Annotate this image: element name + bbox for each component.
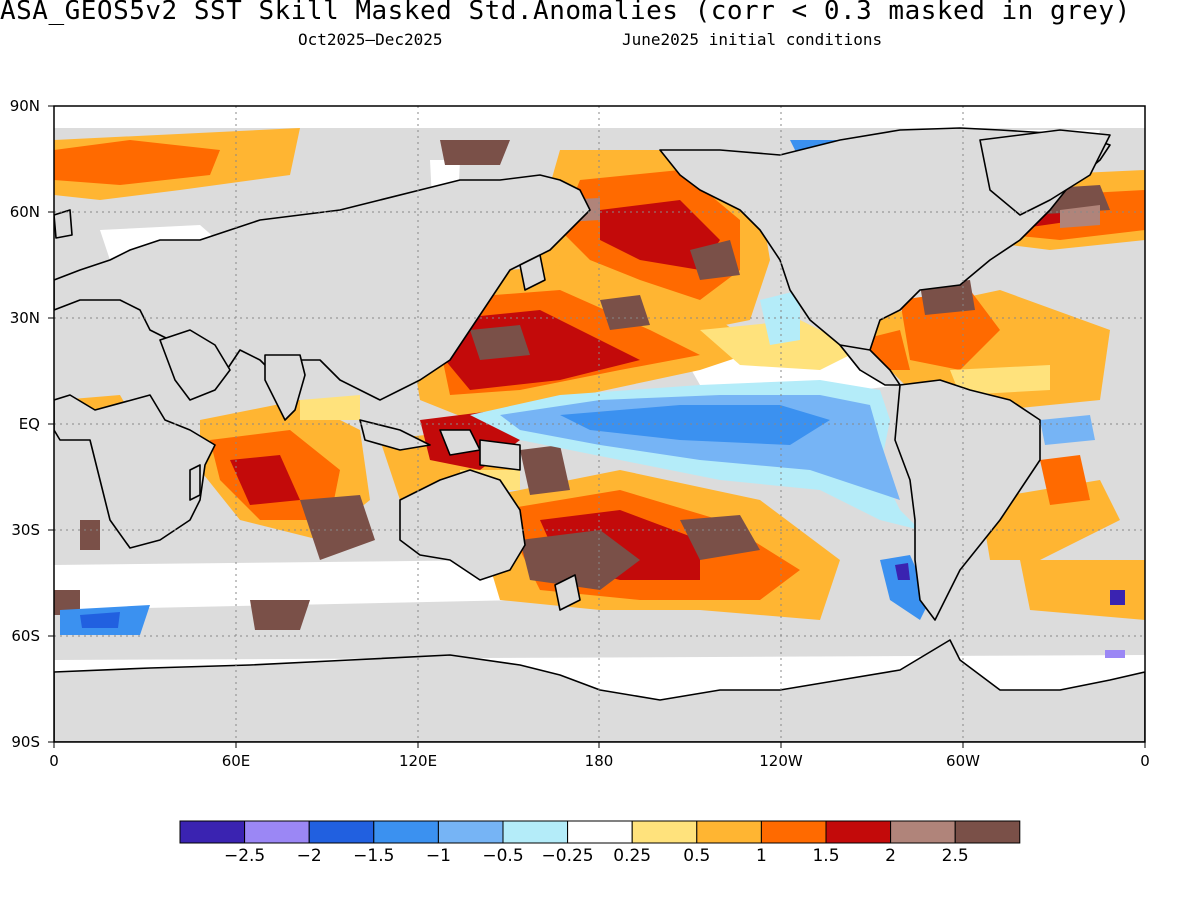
lon-tick-label: 60E xyxy=(222,752,251,770)
chart-title: ASA_GEOS5v2 SST Skill Masked Std.Anomali… xyxy=(0,0,1131,26)
colorbar-swatch xyxy=(631,820,698,844)
colorbar-swatch xyxy=(244,820,310,844)
lon-tick-label: 60W xyxy=(946,752,980,770)
warm-anomalies-brown xyxy=(54,140,1110,630)
colorbar-label: −1 xyxy=(426,846,451,866)
land-masses xyxy=(54,127,1145,742)
colorbar-swatch xyxy=(954,820,1021,844)
lon-tick-label: 120E xyxy=(399,752,437,770)
lon-tick-label: 120W xyxy=(759,752,803,770)
longitude-axis xyxy=(53,742,1146,748)
lat-tick-label: EQ xyxy=(19,415,40,433)
lat-tick-label: 90N xyxy=(10,97,40,115)
lon-tick-label: 180 xyxy=(585,752,614,770)
colorbar-swatch xyxy=(502,820,569,844)
lat-tick-label: 90S xyxy=(11,733,40,751)
colorbar-label: 1.5 xyxy=(812,846,839,866)
colorbar-swatch xyxy=(890,820,956,844)
lat-tick-label: 30N xyxy=(10,309,40,327)
colorbar-label: −0.5 xyxy=(482,846,523,866)
colorbar-swatch xyxy=(179,820,246,844)
madagascar xyxy=(189,464,201,501)
colorbar-label: 0.5 xyxy=(683,846,710,866)
colorbar-label: 0.25 xyxy=(613,846,651,866)
colorbar-swatch xyxy=(567,820,633,844)
colorbar-label: 2 xyxy=(885,846,896,866)
colorbar-label: −0.25 xyxy=(542,846,594,866)
greenland xyxy=(979,129,1111,216)
colorbar-swatch xyxy=(437,820,504,844)
colorbar-swatch xyxy=(760,820,827,844)
lon-tick-label: 0 xyxy=(1140,752,1150,770)
japan xyxy=(519,254,546,291)
india xyxy=(264,354,306,421)
colorbar-label: 1 xyxy=(756,846,767,866)
lat-tick-label: 60N xyxy=(10,203,40,221)
colorbar-label: −1.5 xyxy=(353,846,394,866)
colorbar-label: −2.5 xyxy=(224,846,265,866)
grid-lines xyxy=(54,106,1145,742)
central-america xyxy=(839,344,901,386)
colorbar-label: 2.5 xyxy=(942,846,969,866)
colorbar-swatch xyxy=(825,820,892,844)
colorbar-swatch xyxy=(696,820,762,844)
arabia xyxy=(159,329,231,401)
africa xyxy=(54,394,216,549)
british-isles xyxy=(54,209,73,239)
australia xyxy=(399,469,526,581)
lat-tick-label: 60S xyxy=(11,627,40,645)
colorbar-swatch xyxy=(308,820,375,844)
latitude-axis xyxy=(48,105,54,743)
antarctica xyxy=(54,639,1145,742)
colorbar-label: −2 xyxy=(297,846,322,866)
initial-conditions: June2025 initial conditions xyxy=(622,30,883,49)
colorbar: −2.5 −2 −1.5 −1 −0.5 −0.25 0.25 0.5 1 1.5 2 2.5 xyxy=(179,820,1021,866)
maritime-continent xyxy=(359,419,521,471)
colorbar-swatch xyxy=(373,820,439,844)
forecast-period: Oct2025–Dec2025 xyxy=(298,30,443,49)
lat-tick-label: 30S xyxy=(11,521,40,539)
new-zealand xyxy=(554,574,581,611)
lon-tick-label: 0 xyxy=(49,752,59,770)
south-america xyxy=(894,379,1041,621)
